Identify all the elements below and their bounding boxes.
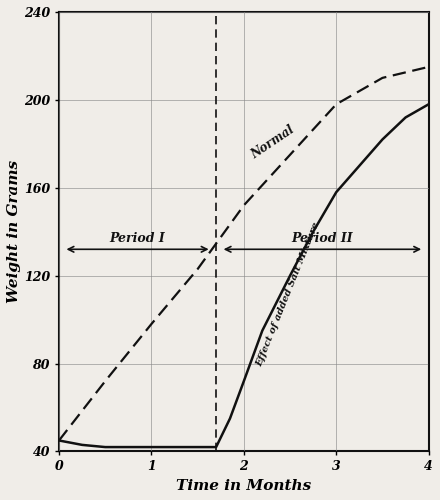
Text: Period II: Period II	[292, 232, 353, 245]
Text: Effect of added Salt Mixture: Effect of added Salt Mixture	[255, 221, 321, 368]
Text: Period I: Period I	[110, 232, 165, 245]
X-axis label: Time in Months: Time in Months	[176, 479, 312, 493]
Text: Normal: Normal	[249, 123, 297, 162]
Y-axis label: Weight in Grams: Weight in Grams	[7, 160, 21, 304]
